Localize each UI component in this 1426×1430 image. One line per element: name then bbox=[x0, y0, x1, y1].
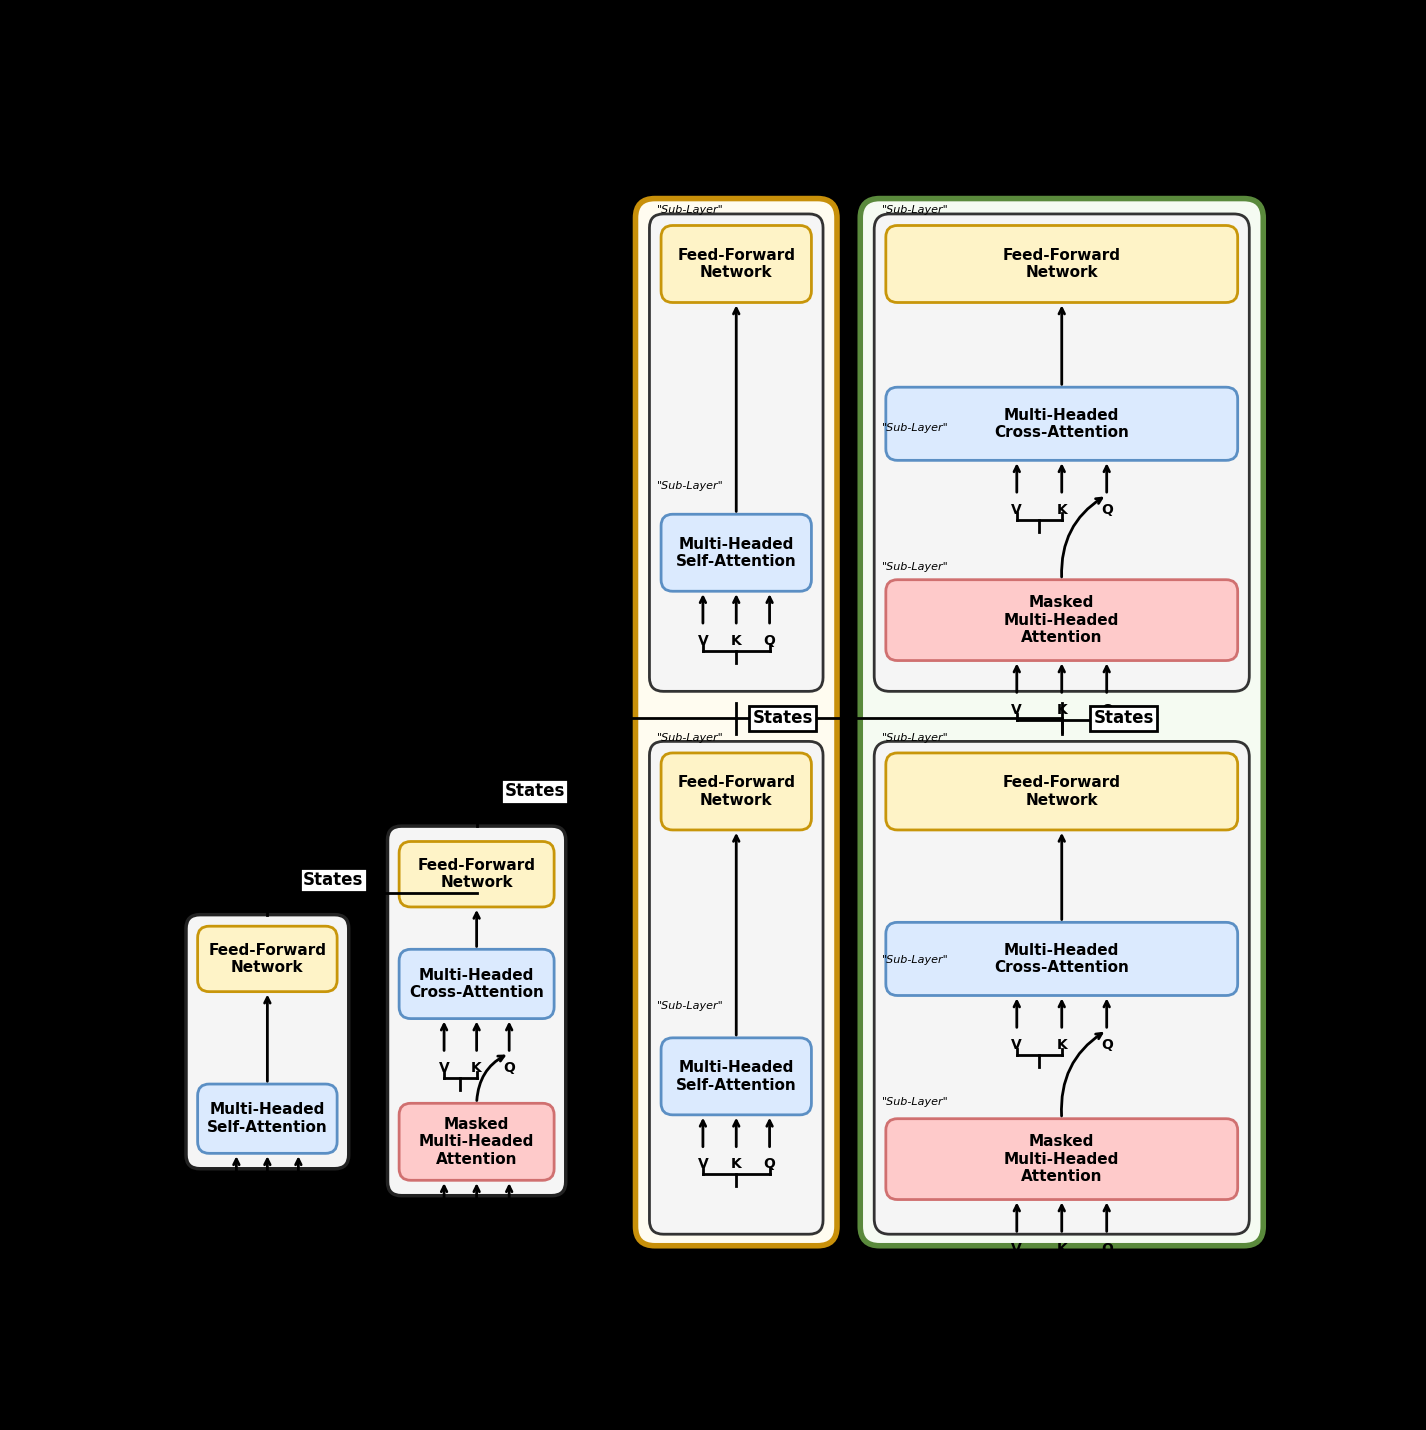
Text: V: V bbox=[1011, 1038, 1022, 1052]
FancyBboxPatch shape bbox=[860, 199, 1263, 1246]
Text: "Sub-Layer": "Sub-Layer" bbox=[657, 206, 724, 216]
FancyBboxPatch shape bbox=[662, 1038, 811, 1115]
Text: Multi-Headed
Cross-Attention: Multi-Headed Cross-Attention bbox=[994, 408, 1129, 440]
Text: States: States bbox=[1094, 709, 1154, 728]
Text: "Sub-Layer": "Sub-Layer" bbox=[881, 1097, 948, 1107]
Text: K: K bbox=[1057, 1038, 1067, 1052]
Text: V: V bbox=[697, 1157, 709, 1171]
Text: Feed-Forward
Network: Feed-Forward Network bbox=[677, 775, 796, 808]
Text: Feed-Forward
Network: Feed-Forward Network bbox=[1002, 247, 1121, 280]
Text: Q: Q bbox=[764, 1157, 776, 1171]
FancyBboxPatch shape bbox=[874, 741, 1249, 1234]
Text: States: States bbox=[304, 871, 364, 889]
Text: Feed-Forward
Network: Feed-Forward Network bbox=[418, 858, 536, 891]
Text: K: K bbox=[1057, 704, 1067, 716]
Text: Q: Q bbox=[503, 1061, 515, 1075]
Text: V: V bbox=[1011, 1241, 1022, 1256]
Text: "Sub-Layer": "Sub-Layer" bbox=[881, 955, 948, 965]
Text: "Sub-Layer": "Sub-Layer" bbox=[657, 734, 724, 744]
Text: V: V bbox=[1011, 704, 1022, 716]
Text: States: States bbox=[505, 782, 565, 801]
Text: States: States bbox=[505, 782, 565, 801]
Text: Multi-Headed
Cross-Attention: Multi-Headed Cross-Attention bbox=[409, 968, 545, 1000]
Text: Feed-Forward
Network: Feed-Forward Network bbox=[677, 247, 796, 280]
FancyBboxPatch shape bbox=[399, 841, 555, 907]
FancyBboxPatch shape bbox=[662, 754, 811, 829]
Text: Masked
Multi-Headed
Attention: Masked Multi-Headed Attention bbox=[1004, 595, 1119, 645]
Text: Q: Q bbox=[292, 1195, 304, 1210]
Text: Q: Q bbox=[1101, 1241, 1112, 1256]
Text: Feed-Forward
Network: Feed-Forward Network bbox=[1002, 775, 1121, 808]
FancyBboxPatch shape bbox=[886, 922, 1238, 995]
Text: K: K bbox=[262, 1195, 272, 1210]
Text: K: K bbox=[471, 1061, 482, 1075]
Text: Feed-Forward
Network: Feed-Forward Network bbox=[208, 942, 327, 975]
Text: Masked
Multi-Headed
Attention: Masked Multi-Headed Attention bbox=[419, 1117, 535, 1167]
Text: Multi-Headed
Self-Attention: Multi-Headed Self-Attention bbox=[676, 536, 797, 569]
FancyBboxPatch shape bbox=[198, 1084, 337, 1154]
Text: V: V bbox=[1011, 503, 1022, 516]
Text: "Sub-Layer": "Sub-Layer" bbox=[881, 562, 948, 572]
FancyBboxPatch shape bbox=[886, 1118, 1238, 1200]
FancyBboxPatch shape bbox=[662, 226, 811, 303]
Text: Q: Q bbox=[1101, 1038, 1112, 1052]
FancyBboxPatch shape bbox=[886, 388, 1238, 460]
FancyBboxPatch shape bbox=[388, 827, 566, 1195]
Text: Q: Q bbox=[503, 1223, 515, 1237]
Text: K: K bbox=[1057, 1241, 1067, 1256]
Text: Multi-Headed
Cross-Attention: Multi-Headed Cross-Attention bbox=[994, 942, 1129, 975]
FancyBboxPatch shape bbox=[636, 199, 837, 1246]
FancyBboxPatch shape bbox=[399, 950, 555, 1018]
Text: "Sub-Layer": "Sub-Layer" bbox=[881, 734, 948, 744]
Text: V: V bbox=[439, 1061, 449, 1075]
FancyBboxPatch shape bbox=[198, 927, 337, 991]
FancyBboxPatch shape bbox=[185, 915, 349, 1168]
Text: "Sub-Layer": "Sub-Layer" bbox=[881, 206, 948, 216]
Text: Q: Q bbox=[1101, 503, 1112, 516]
Text: Multi-Headed
Self-Attention: Multi-Headed Self-Attention bbox=[676, 1060, 797, 1093]
FancyBboxPatch shape bbox=[399, 1104, 555, 1180]
FancyBboxPatch shape bbox=[886, 226, 1238, 303]
Text: States: States bbox=[304, 871, 364, 889]
Text: V: V bbox=[231, 1195, 242, 1210]
Text: V: V bbox=[697, 633, 709, 648]
Text: States: States bbox=[753, 709, 813, 728]
Text: V: V bbox=[439, 1223, 449, 1237]
Text: Masked
Multi-Headed
Attention: Masked Multi-Headed Attention bbox=[1004, 1134, 1119, 1184]
FancyBboxPatch shape bbox=[649, 214, 823, 691]
Text: Q: Q bbox=[1101, 704, 1112, 716]
FancyBboxPatch shape bbox=[874, 214, 1249, 691]
FancyBboxPatch shape bbox=[649, 741, 823, 1234]
Text: K: K bbox=[732, 1157, 742, 1171]
Text: "Sub-Layer": "Sub-Layer" bbox=[657, 1001, 724, 1011]
FancyBboxPatch shape bbox=[662, 515, 811, 591]
Text: Multi-Headed
Self-Attention: Multi-Headed Self-Attention bbox=[207, 1103, 328, 1135]
FancyBboxPatch shape bbox=[886, 579, 1238, 661]
Text: Q: Q bbox=[764, 633, 776, 648]
Text: K: K bbox=[732, 633, 742, 648]
FancyBboxPatch shape bbox=[886, 754, 1238, 829]
Text: K: K bbox=[471, 1223, 482, 1237]
Text: "Sub-Layer": "Sub-Layer" bbox=[881, 423, 948, 433]
Text: "Sub-Layer": "Sub-Layer" bbox=[657, 480, 724, 490]
Text: K: K bbox=[1057, 503, 1067, 516]
